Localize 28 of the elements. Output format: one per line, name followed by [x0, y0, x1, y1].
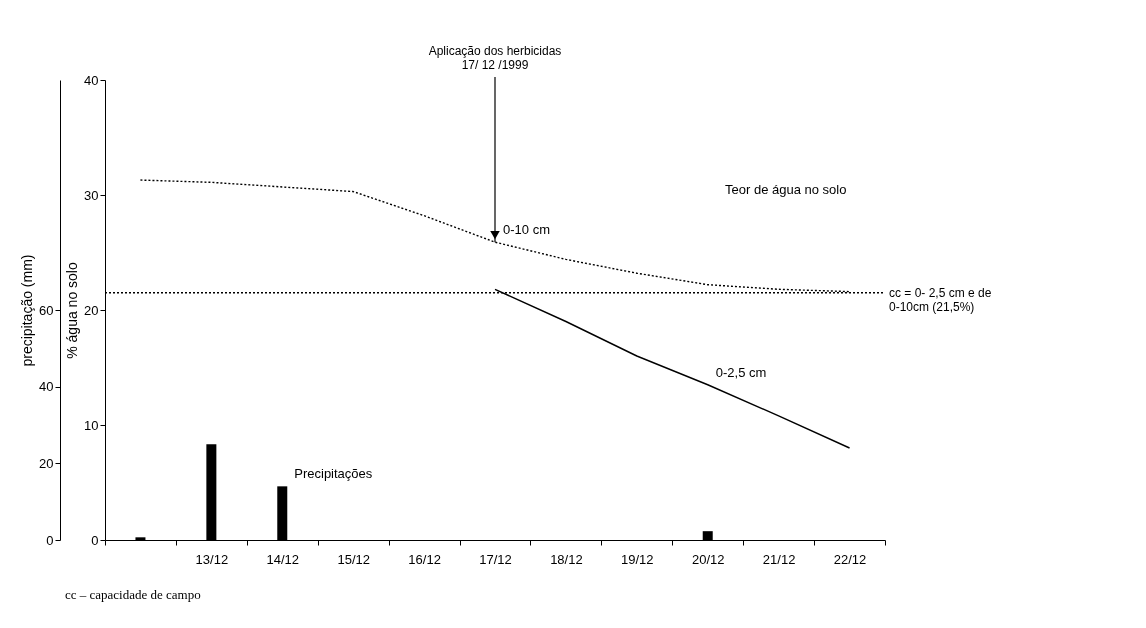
y-tick-label: 20 [84, 302, 99, 318]
y-axis-title: % água no solo [64, 262, 81, 359]
x-tick-label: 22/12 [833, 551, 867, 567]
y2-tick-label: 60 [39, 302, 54, 318]
x-tick-label: 15/12 [337, 551, 370, 567]
y2-tick-label: 40 [39, 379, 54, 395]
x-tick-label: 17/12 [479, 551, 512, 567]
y2-tick-label: 0 [46, 532, 54, 548]
text: cc – capacidade de campo [65, 587, 201, 602]
y-tick-label: 10 [84, 417, 99, 433]
series-label: 0-2,5 cm [715, 364, 767, 380]
x-tick-label: 20/12 [691, 551, 725, 567]
series-label: Precipitações [294, 466, 373, 482]
y-tick-label: 30 [84, 187, 99, 203]
x-tick-label: 21/12 [762, 551, 796, 567]
x-tick-label: 18/12 [550, 551, 583, 567]
y-tick-label: 40 [84, 72, 99, 88]
x-tick-label: 13/12 [195, 551, 229, 567]
x-tick-label: 16/12 [408, 551, 441, 567]
y2-axis-title: precipitação (mm) [19, 254, 36, 367]
x-tick-label: 14/12 [266, 551, 300, 567]
annotation: Aplicação dos herbicidas 17/ 12 /1999 [428, 44, 562, 72]
y-tick-label: 0 [91, 532, 99, 548]
y2-tick-label: 20 [39, 455, 54, 471]
legend-label: 0-10 cm [503, 222, 550, 238]
ref-line-label: cc = 0- 2,5 cm e de 0-10cm (21,5%) [889, 285, 992, 314]
annotation: Teor de água no solo [725, 182, 847, 197]
x-tick-label: 19/12 [621, 551, 654, 567]
